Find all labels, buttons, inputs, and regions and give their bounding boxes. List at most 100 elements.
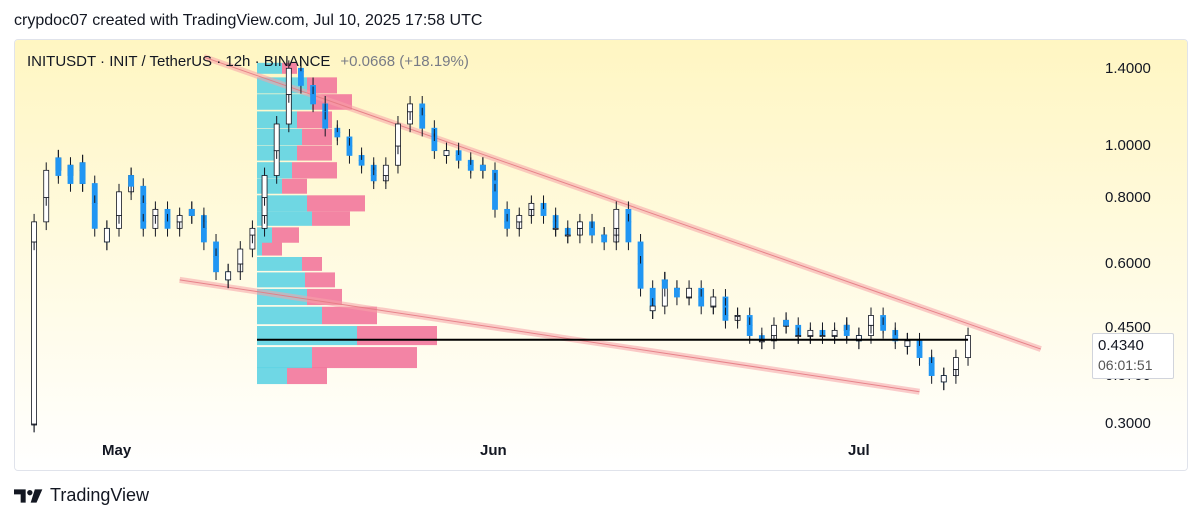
symbol-label: INITUSDT · INIT / TetherUS · 12h · BINAN… [27,53,331,70]
tradingview-brand: TradingView [50,485,150,505]
candle-up [225,271,232,281]
vp-up-bar [257,62,282,74]
tradingview-logo-icon [14,488,43,503]
candle-down [91,202,98,229]
vp-up-bar [257,347,312,369]
candle-up [807,329,814,336]
vp-down-bar [312,347,417,369]
candle-down [419,115,426,129]
candle-down [213,255,219,273]
current-price-tag: 0.4340 06:01:51 [1092,333,1174,379]
trendlines [179,54,1042,395]
candle-up [103,227,110,243]
candle-up [382,164,389,176]
candle-down [916,345,923,358]
candle-up [152,208,159,216]
candle-down [310,94,316,105]
candle-up [249,227,256,236]
candle-up [613,208,620,229]
candle-up [176,215,183,223]
candle-down [370,175,377,182]
candle-up [285,67,292,95]
candle-up [953,357,959,370]
current-price-value: 0.4340 [1098,337,1144,354]
candle-up [758,340,765,343]
candle-down [479,164,486,171]
y-tick-7: 0.3000 [1105,415,1151,432]
vp-down-bar [322,306,377,325]
vp-up-bar [257,306,322,325]
vp-down-bar [302,256,322,271]
vp-down-bar [357,326,437,346]
candle-down [674,287,680,298]
y-tick-5: 0.4500 [1105,319,1151,336]
candle-up [237,248,244,265]
candle-down [79,162,86,184]
candle-down [625,221,632,243]
bar-countdown: 06:01:51 [1098,357,1153,373]
candle-down [504,221,511,229]
candle-down [722,315,729,321]
candle-up [443,150,450,156]
candle-up [868,315,874,326]
trendline-upper [203,56,1041,350]
vp-up-bar [257,211,312,226]
candle-down [540,208,547,216]
candle-down [431,141,438,152]
vp-down-bar [262,242,282,256]
candle-down [55,157,62,176]
candle-up [407,103,413,113]
chart-header: crypdoc07 created with TradingView.com, … [14,12,483,29]
y-tick-4: 0.6000 [1105,255,1151,272]
candle-up [819,335,826,337]
candle-up [273,123,280,152]
vp-down-bar [305,272,335,288]
vp-up-bar [257,272,305,288]
footer: TradingView [14,485,149,506]
candle-up [940,375,947,383]
price-change: +0.0668 (+18.19%) [340,53,469,70]
candle-up [43,169,50,198]
candle-down [358,159,365,166]
y-tick-1: 1.4000 [1105,60,1151,77]
candle-up [831,329,838,336]
candle-down [637,263,644,289]
vp-down-bar [312,211,350,226]
candle-down [928,363,935,376]
vp-up-bar [257,367,287,385]
price-chart[interactable] [15,40,1187,470]
candle-up [577,221,583,229]
candle-up [795,335,802,337]
vp-up-bar [257,326,357,346]
candle-up [261,175,268,198]
candle-down [164,221,171,229]
candle-down [843,329,850,336]
y-tick-2: 1.0000 [1105,137,1151,154]
vp-down-bar [302,128,332,145]
chart-background [15,40,1187,470]
x-tick-jun: Jun [480,442,507,459]
vp-up-bar [257,242,262,256]
candle-up [552,227,559,230]
candle-up [855,335,862,342]
x-tick-jul: Jul [848,442,870,459]
candle-up [649,305,656,312]
candle-down [492,191,498,210]
candle-up [395,123,401,147]
candle-down [601,234,608,243]
vp-down-bar [307,195,365,212]
candle-down [783,319,789,326]
candle-down [746,324,753,336]
vp-up-bar [257,94,312,110]
vp-down-bar [297,145,332,161]
vp-down-bar [287,367,327,385]
candle-down [128,175,135,187]
y-tick-3: 0.8000 [1105,189,1151,206]
vp-up-bar [257,178,282,194]
candle-down [346,145,353,156]
candle-up [904,340,911,347]
candles [31,60,971,433]
candle-down [201,227,207,243]
candle-up [771,324,777,336]
candle-up [516,215,523,223]
